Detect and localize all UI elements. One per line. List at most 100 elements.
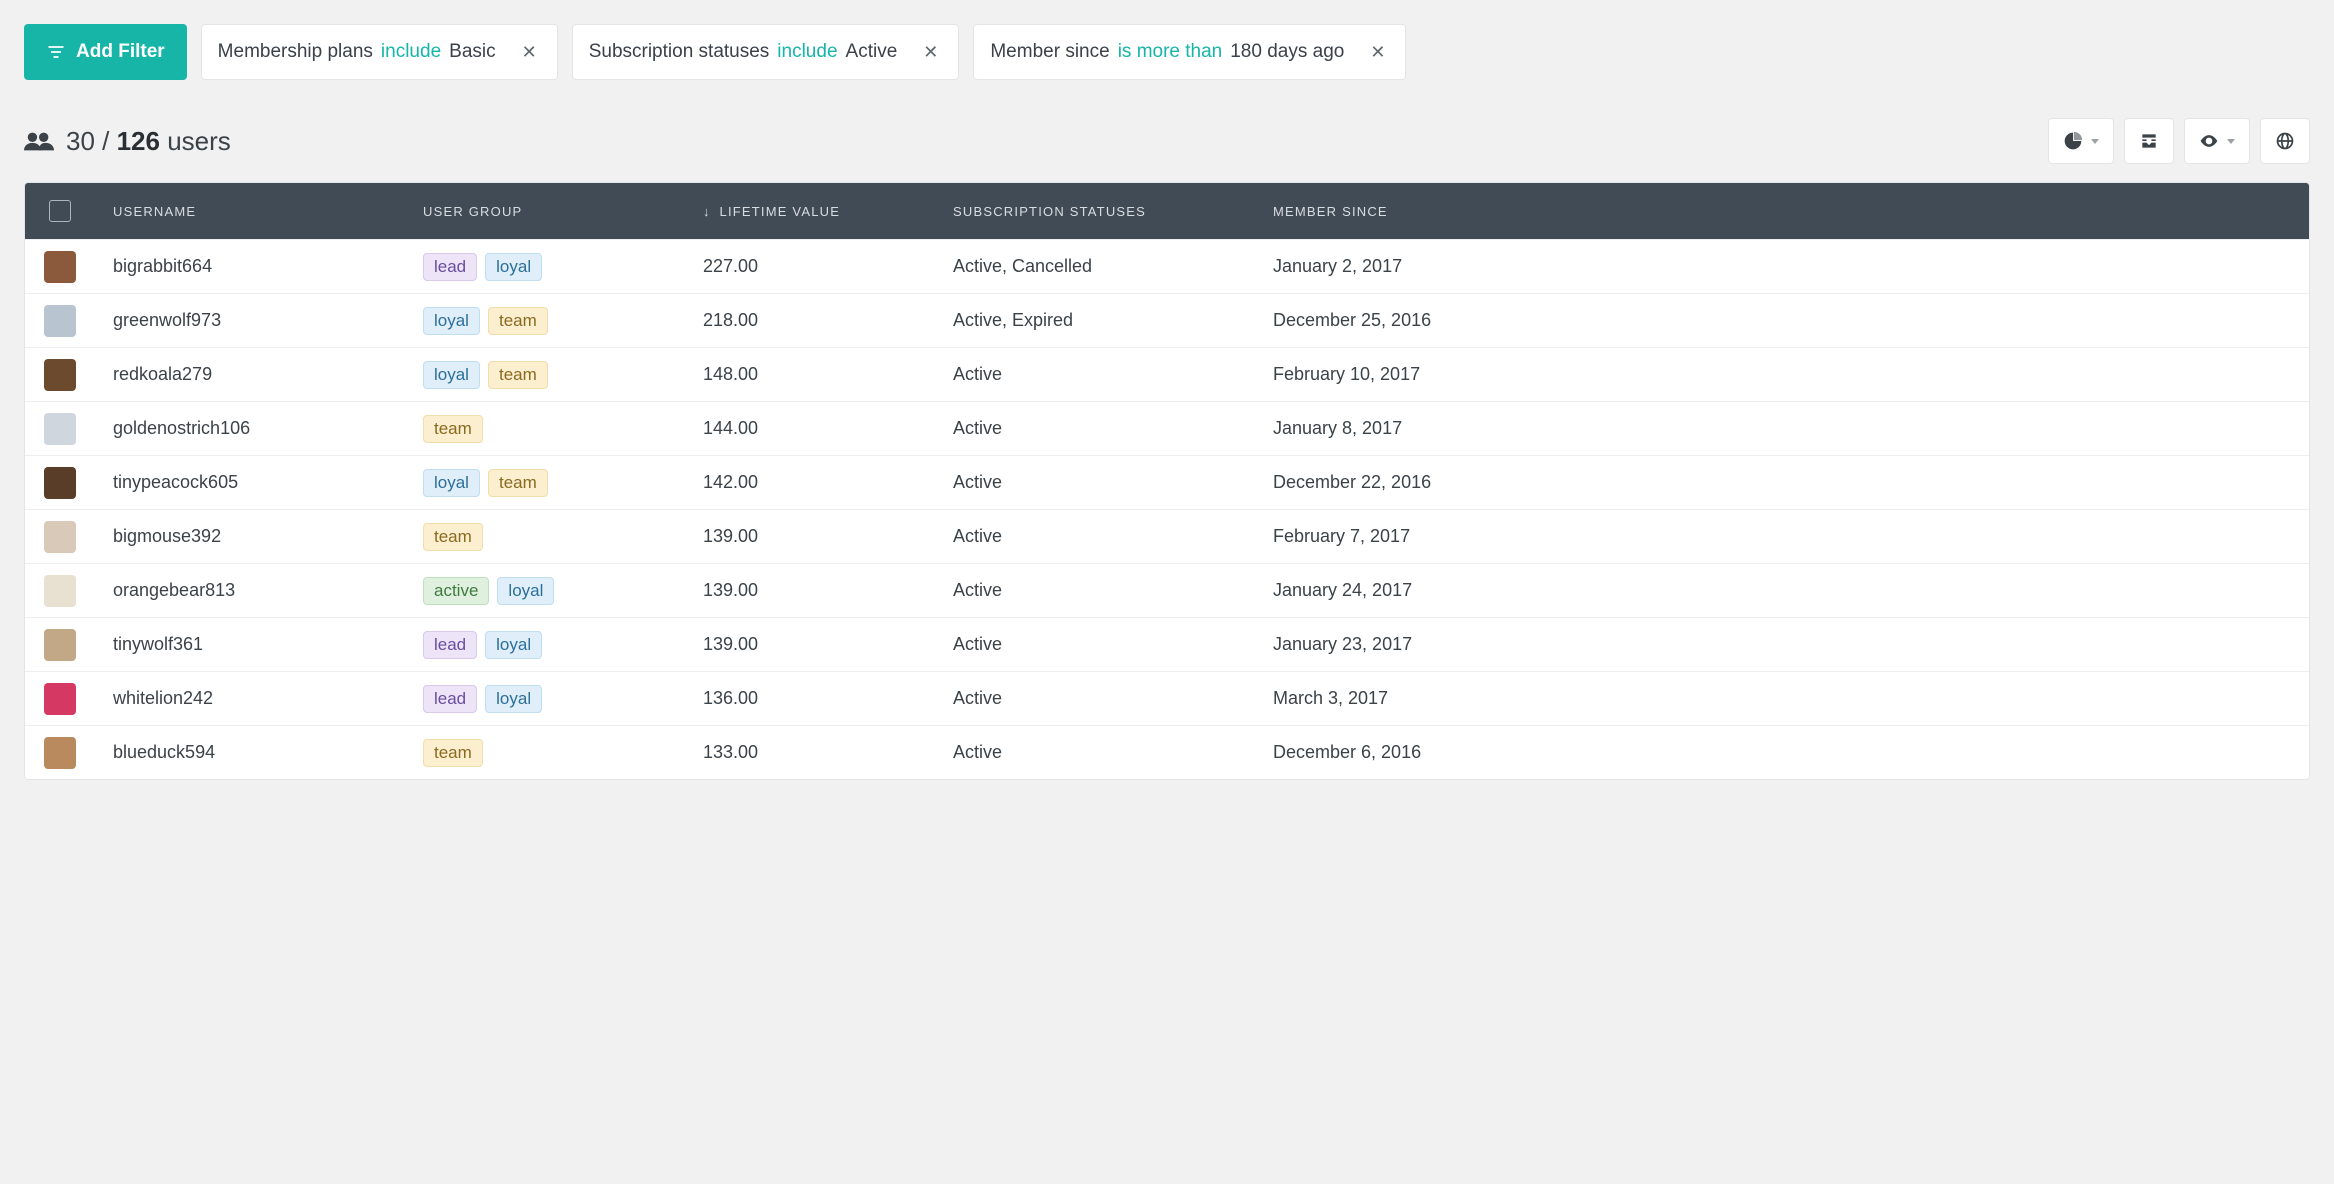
subscription-statuses: Active [935,472,1255,493]
username: whitelion242 [113,688,213,709]
table-row[interactable]: bigmouse392 team 139.00ActiveFebruary 7, 2… [25,509,2309,563]
table-actions [2048,118,2310,164]
user-group-tags: activeloyal [423,577,554,605]
filter-value: Active [846,41,898,63]
col-member-since[interactable]: Member Since [1255,204,2309,219]
pie-chart-icon [2063,131,2083,151]
shown-count: 30 [66,126,95,156]
tag-lead: lead [423,631,477,659]
subscription-statuses: Active, Cancelled [935,256,1255,277]
filter-pill[interactable]: Member sinceis more than180 days ago✕ [973,24,1406,80]
subscription-statuses: Active [935,580,1255,601]
avatar [44,521,76,553]
avatar [44,683,76,715]
filter-pill[interactable]: Membership plansincludeBasic✕ [201,24,558,80]
member-since: January 23, 2017 [1255,634,2309,655]
open-in-browser-icon [2139,131,2159,151]
avatar [44,251,76,283]
subscription-statuses: Active [935,634,1255,655]
remove-filter-icon[interactable]: ✕ [1366,39,1389,65]
filter-operator: is more than [1118,41,1223,63]
visibility-button[interactable] [2184,118,2250,164]
col-user-group[interactable]: User Group [405,204,685,219]
member-since: January 24, 2017 [1255,580,2309,601]
username: greenwolf973 [113,310,221,331]
member-since: December 22, 2016 [1255,472,2309,493]
filter-pill[interactable]: Subscription statuses include Active ✕ [572,24,960,80]
tag-active: active [423,577,489,605]
tag-loyal: loyal [423,361,480,389]
table-row[interactable]: blueduck594team133.00ActiveDecember 6, 2… [25,725,2309,779]
add-filter-button[interactable]: Add Filter [24,24,187,80]
remove-filter-icon[interactable]: ✕ [518,39,541,65]
user-group-tags: lead loyal [423,631,542,659]
avatar [44,413,76,445]
table-header: Username User Group ↓ Lifetime Value Sub… [25,183,2309,239]
username: bigmouse392 [113,526,221,547]
lifetime-value: 139.00 [685,526,935,547]
table-row[interactable]: greenwolf973loyalteam218.00Active, Expir… [25,293,2309,347]
filter-toolbar: Add Filter Membership plansincludeBasic✕… [24,24,2310,80]
member-since: February 7, 2017 [1255,526,2309,547]
select-all-checkbox[interactable] [49,200,71,222]
sort-desc-icon: ↓ [703,204,716,219]
avatar [44,737,76,769]
user-group-tags: team [423,523,483,551]
tag-team: team [423,415,483,443]
avatar [44,575,76,607]
export-button[interactable] [2124,118,2174,164]
avatar [44,629,76,661]
lifetime-value: 148.00 [685,364,935,385]
tag-loyal: loyal [485,253,542,281]
users-icon [24,130,54,152]
username: bigrabbit664 [113,256,212,277]
filter-operator: include [777,41,837,63]
globe-icon [2275,131,2295,151]
user-group-tags: team [423,739,483,767]
table-row[interactable]: tinywolf361leadloyal139.00ActiveJanuary … [25,617,2309,671]
filter-field: Subscription statuses [589,41,770,63]
user-group-tags: lead loyal [423,253,542,281]
table-row[interactable]: redkoala279loyalteam148.00ActiveFebruary… [25,347,2309,401]
table-row[interactable]: goldenostrich106team144.00ActiveJanuary … [25,401,2309,455]
tag-lead: lead [423,253,477,281]
chevron-down-icon [2227,139,2235,144]
filter-field: Member since [990,41,1109,63]
col-lifetime-value[interactable]: ↓ Lifetime Value [685,204,935,219]
remove-filter-icon[interactable]: ✕ [919,39,942,65]
table-row[interactable]: whitelion242leadloyal136.00ActiveMarch 3… [25,671,2309,725]
username: tinypeacock605 [113,472,238,493]
member-since: January 8, 2017 [1255,418,2309,439]
member-since: January 2, 2017 [1255,256,2309,277]
member-since: February 10, 2017 [1255,364,2309,385]
col-username[interactable]: Username [95,204,405,219]
filter-operator: include [381,41,441,63]
user-group-tags: team [423,415,483,443]
user-group-tags: leadloyal [423,685,542,713]
filter-icon [46,42,66,62]
table-row[interactable]: tinypeacock605loyalteam142.00ActiveDecem… [25,455,2309,509]
member-since: December 25, 2016 [1255,310,2309,331]
subscription-statuses: Active, Expired [935,310,1255,331]
col-subscription-statuses[interactable]: Subscription Statuses [935,204,1255,219]
avatar [44,359,76,391]
lifetime-value: 144.00 [685,418,935,439]
table-row[interactable]: orangebear813activeloyal139.00ActiveJanu… [25,563,2309,617]
chart-button[interactable] [2048,118,2114,164]
subscription-statuses: Active [935,364,1255,385]
member-since: December 6, 2016 [1255,742,2309,763]
tag-loyal: loyal [485,685,542,713]
user-group-tags: loyalteam [423,469,548,497]
globe-button[interactable] [2260,118,2310,164]
table-row[interactable]: bigrabbit664leadloyal227.00Active, Cance… [25,239,2309,293]
tag-team: team [423,523,483,551]
filter-value: Basic [449,41,495,63]
users-table: Username User Group ↓ Lifetime Value Sub… [24,182,2310,780]
user-group-tags: loyalteam [423,307,548,335]
subscription-statuses: Active [935,526,1255,547]
add-filter-label: Add Filter [76,41,165,63]
subscription-statuses: Active [935,418,1255,439]
username: orangebear813 [113,580,235,601]
avatar [44,467,76,499]
tag-loyal: loyal [485,631,542,659]
